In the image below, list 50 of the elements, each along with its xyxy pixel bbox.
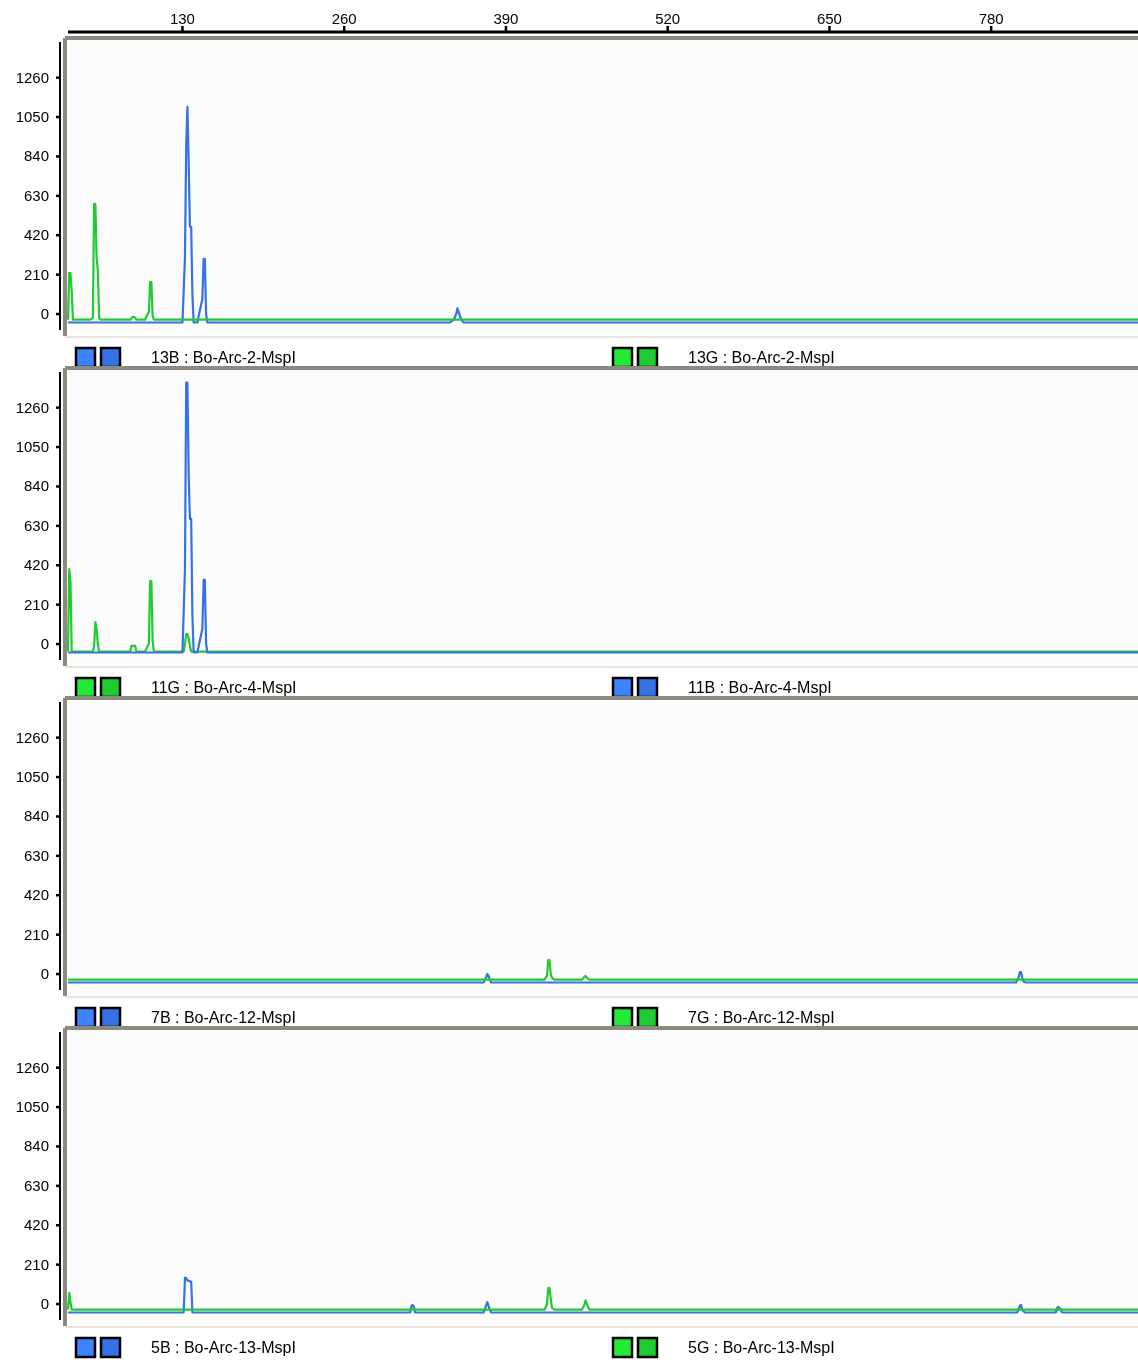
- legend-label: 5G : Bo-Arc-13-MspI: [688, 1339, 835, 1356]
- y-tick-label: 420: [23, 556, 49, 574]
- y-tick-label: 840: [23, 807, 49, 825]
- legend-label: 13G : Bo-Arc-2-MspI: [688, 349, 835, 366]
- y-tick-label: 420: [23, 886, 49, 904]
- line-series: [66, 381, 1138, 654]
- y-tick-label: 840: [23, 1137, 49, 1155]
- y-tick-label: 1050: [15, 108, 49, 126]
- x-tick-label: 260: [331, 10, 357, 27]
- legend-label: 7G : Bo-Arc-12-MspI: [688, 1009, 835, 1026]
- legend-label: 11B : Bo-Arc-4-MspI: [688, 679, 832, 696]
- y-tick-label: 1260: [15, 398, 49, 416]
- line-series: [66, 1276, 1138, 1314]
- y-tick-label: 840: [23, 477, 49, 495]
- y-tick-label: 630: [23, 1176, 49, 1194]
- y-tick-label: 1260: [15, 68, 49, 86]
- y-tick-label: 630: [23, 846, 49, 864]
- y-tick-label: 840: [23, 147, 49, 165]
- line-series: [66, 1287, 1138, 1311]
- y-tick-label: 0: [40, 305, 49, 323]
- y-tick-label: 210: [23, 595, 49, 613]
- x-tick-label: 650: [816, 10, 842, 27]
- x-tick-label: 520: [655, 10, 681, 27]
- line-series: [66, 202, 1138, 321]
- y-tick-label: 420: [23, 1216, 49, 1234]
- legend-label: 13B : Bo-Arc-2-MspI: [151, 349, 296, 366]
- y-tick-label: 630: [23, 186, 49, 204]
- y-tick-label: 0: [40, 635, 49, 653]
- legend-label: 5B : Bo-Arc-13-MspI: [151, 1339, 296, 1356]
- line-series: [66, 971, 1138, 984]
- y-tick-label: 1050: [15, 438, 49, 456]
- y-tick-label: 1050: [15, 1098, 49, 1116]
- y-tick-label: 210: [23, 925, 49, 943]
- legend-label: 7B : Bo-Arc-12-MspI: [151, 1009, 296, 1026]
- legend-label: 11G : Bo-Arc-4-MspI: [151, 679, 297, 696]
- line-series: [66, 105, 1138, 324]
- x-tick-label: 780: [978, 10, 1004, 27]
- y-tick-label: 210: [23, 1255, 49, 1273]
- y-tick-label: 1260: [15, 1058, 49, 1076]
- x-tick-label: 130: [169, 10, 195, 27]
- y-tick-label: 630: [23, 516, 49, 534]
- y-tick-label: 1050: [15, 768, 49, 786]
- y-tick-label: 1260: [15, 728, 49, 746]
- line-series: [66, 567, 1138, 653]
- y-tick-label: 210: [23, 265, 49, 283]
- y-tick-label: 0: [40, 1295, 49, 1313]
- x-tick-label: 390: [493, 10, 519, 27]
- line-series: [66, 958, 1138, 981]
- y-tick-label: 0: [40, 965, 49, 983]
- y-tick-label: 420: [23, 226, 49, 244]
